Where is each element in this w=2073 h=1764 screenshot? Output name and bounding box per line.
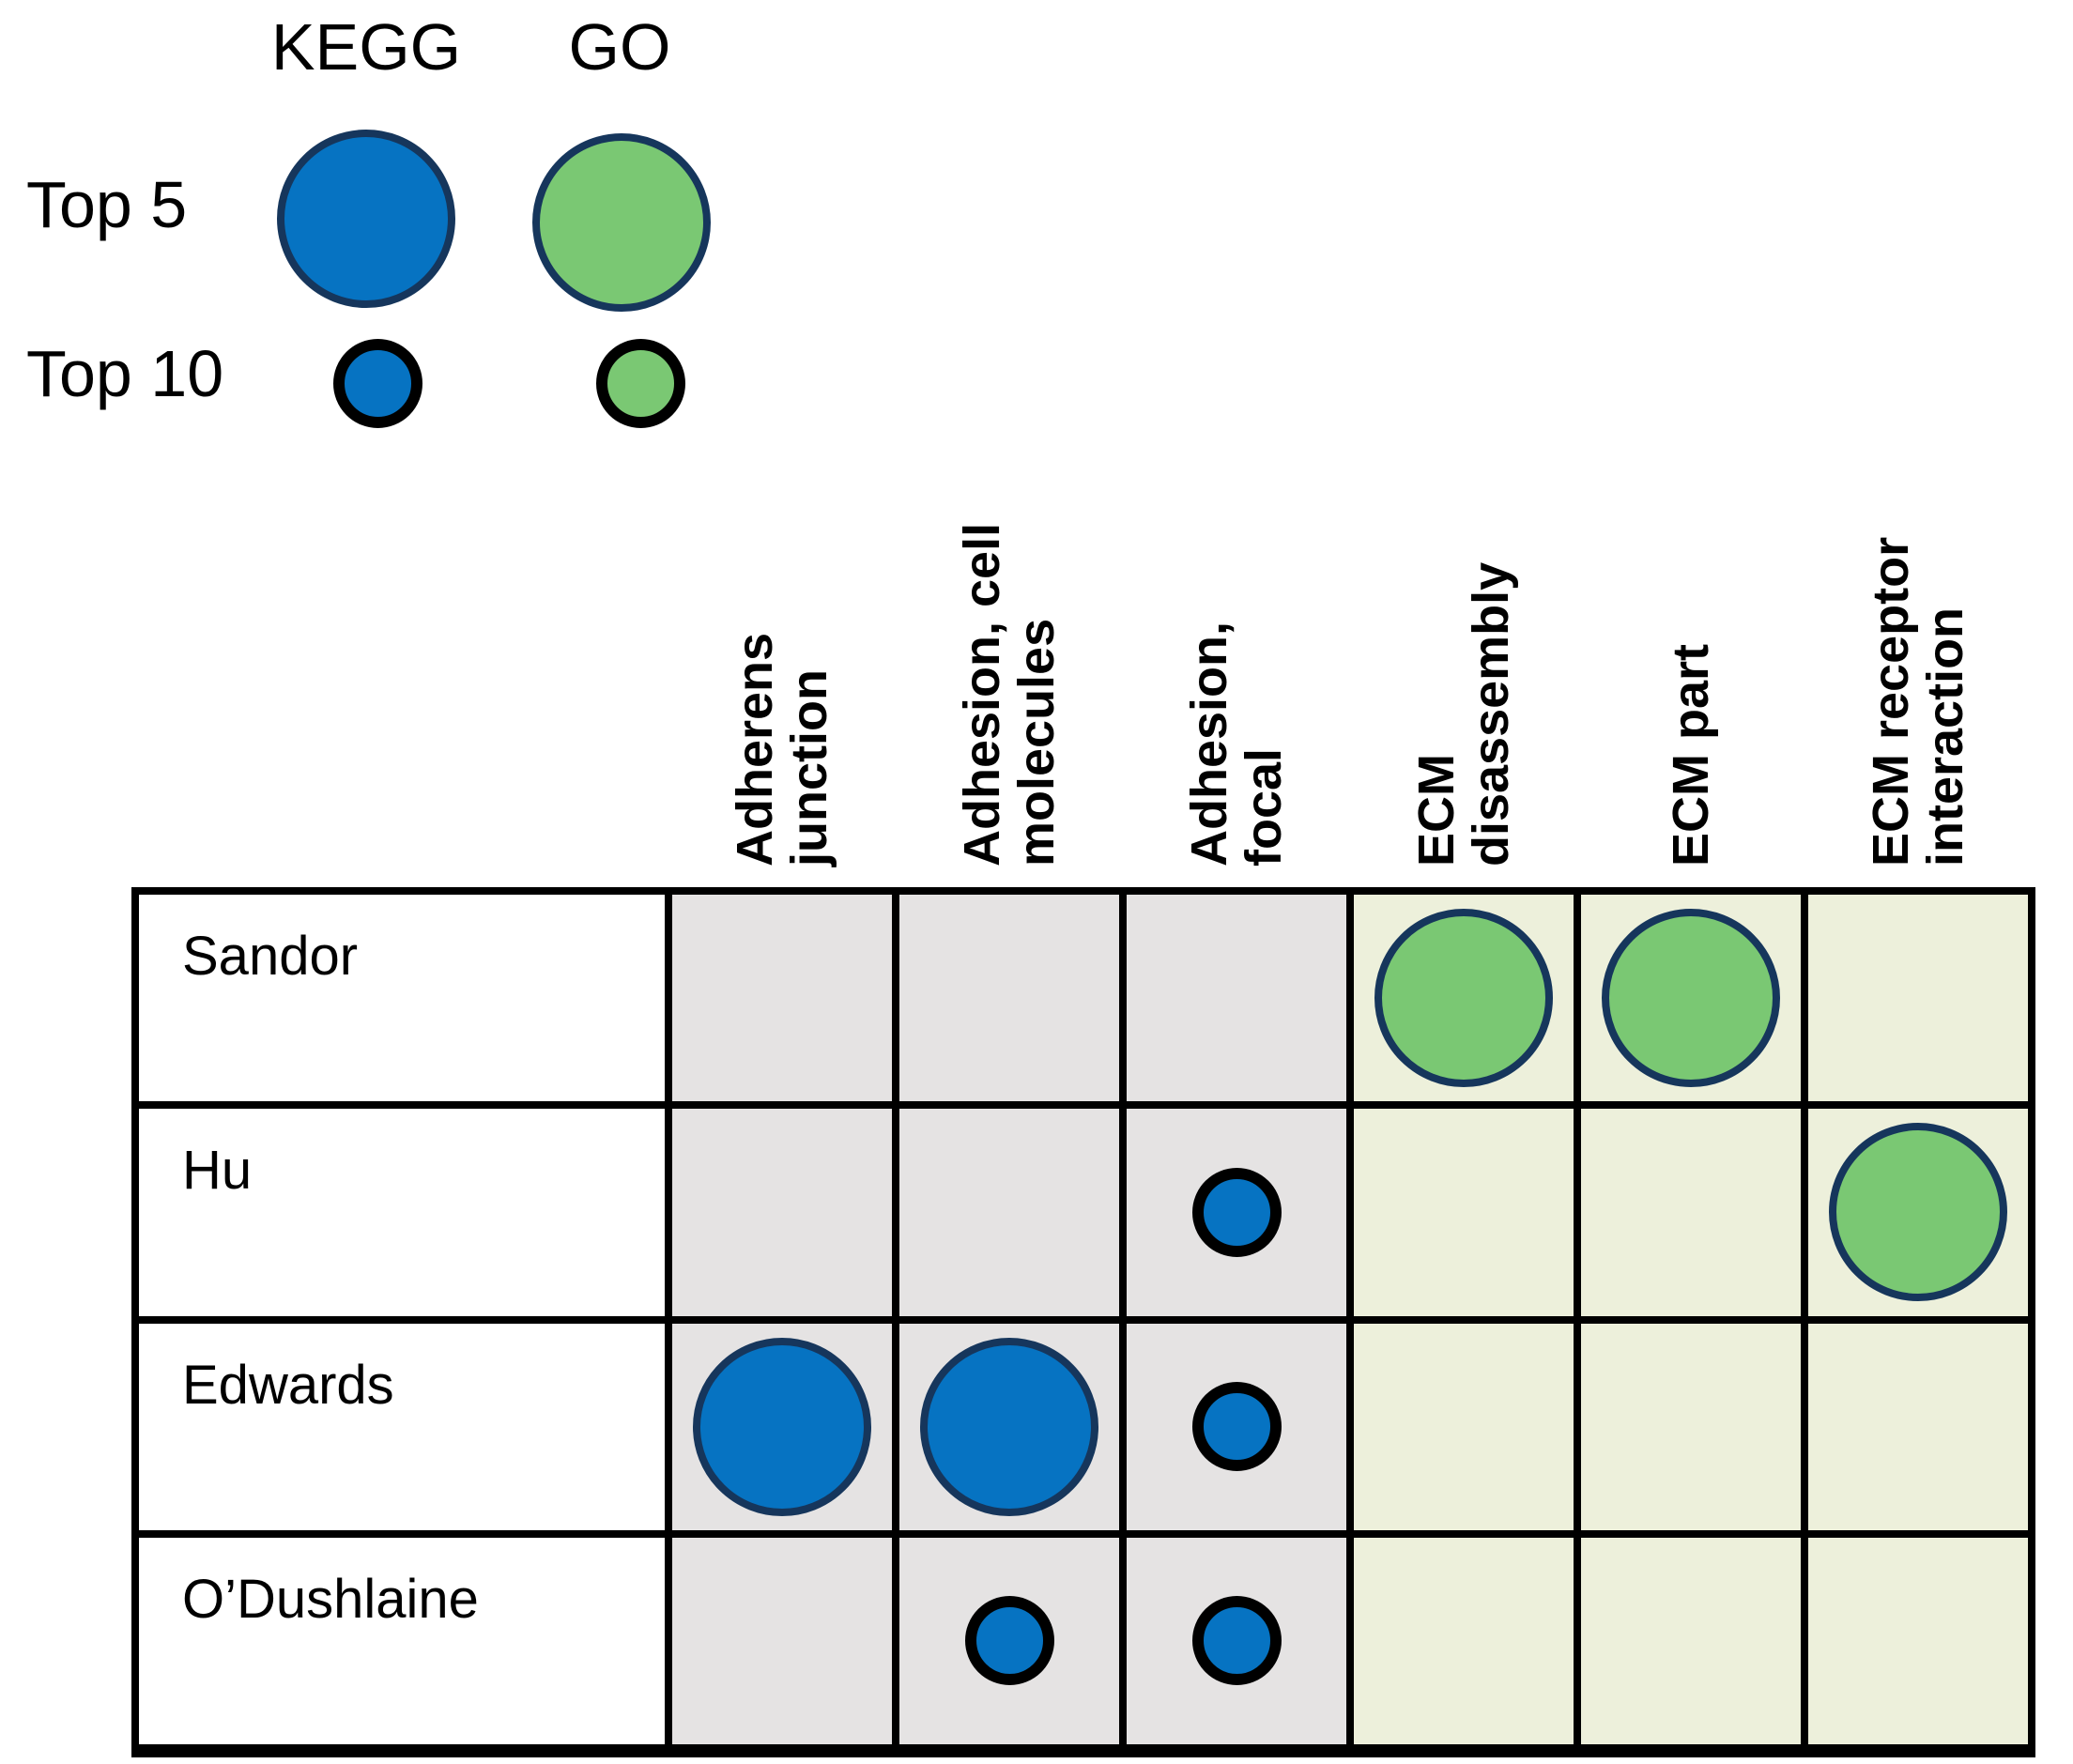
bubble-top10-kegg (1191, 1167, 1282, 1257)
matrix-cell (1808, 1537, 2028, 1744)
matrix-cell (1581, 1323, 1801, 1530)
legend-bubble-go-top5 (532, 133, 711, 312)
bubble-top5-go (1602, 909, 1780, 1088)
legend-bubble-go-top10 (596, 339, 685, 428)
matrix-cell (1127, 895, 1346, 1102)
matrix-cell (672, 1323, 892, 1530)
bubble-top5-go (1829, 1123, 2007, 1302)
matrix-cell (1354, 1323, 1574, 1530)
matrix-cell (1581, 895, 1801, 1102)
matrix-cell (899, 1323, 1119, 1530)
matrix-cell (1808, 1109, 2028, 1316)
row-label-1: Sandor (139, 895, 665, 1102)
legend-go-label: GO (568, 10, 671, 84)
matrix-cell (672, 1537, 892, 1744)
matrix-cell (899, 895, 1119, 1102)
bubble-top10-kegg (1191, 1596, 1282, 1686)
column-header-3: Adhesion, focal (1181, 621, 1292, 867)
bubble-top10-kegg (964, 1596, 1054, 1686)
matrix-cell (1127, 1323, 1346, 1530)
legend-top10-label: Top 10 (26, 337, 224, 410)
column-header-6: ECM receptor interaction (1863, 536, 1973, 867)
matrix-cell (1808, 895, 2028, 1102)
bubble-top5-go (1374, 909, 1553, 1088)
matrix-cell (1354, 895, 1574, 1102)
matrix-cell (899, 1109, 1119, 1316)
matrix-cell (1808, 1323, 2028, 1530)
matrix-cell (1127, 1109, 1346, 1316)
matrix-cell (672, 895, 892, 1102)
row-label-4: O’Dushlaine (139, 1537, 665, 1744)
column-header-2: Adhesion, cell molecules (954, 522, 1065, 867)
column-header-4: ECM disassembly (1408, 561, 1519, 867)
matrix-cell (1127, 1537, 1346, 1744)
matrix-cell (672, 1109, 892, 1316)
legend-bubble-kegg-top5 (277, 130, 455, 308)
matrix-cell (1354, 1537, 1574, 1744)
matrix-cell (1581, 1109, 1801, 1316)
legend-top5-label: Top 5 (26, 168, 188, 241)
bubble-top5-kegg (693, 1337, 871, 1516)
legend-bubble-kegg-top10 (333, 339, 422, 428)
column-header-5: ECM part (1663, 643, 1719, 867)
bubble-top5-kegg (920, 1337, 1098, 1516)
matrix-cell (1581, 1537, 1801, 1744)
row-label-3: Edwards (139, 1323, 665, 1530)
bubble-top10-kegg (1191, 1382, 1282, 1472)
matrix-table: Sandor Hu Edwards O’Dushlaine (131, 887, 2035, 1757)
legend-kegg-label: KEGG (270, 10, 462, 84)
matrix-cell (899, 1537, 1119, 1744)
row-label-2: Hu (139, 1109, 665, 1316)
column-header-1: Adherens junction (727, 632, 837, 867)
matrix-cell (1354, 1109, 1574, 1316)
